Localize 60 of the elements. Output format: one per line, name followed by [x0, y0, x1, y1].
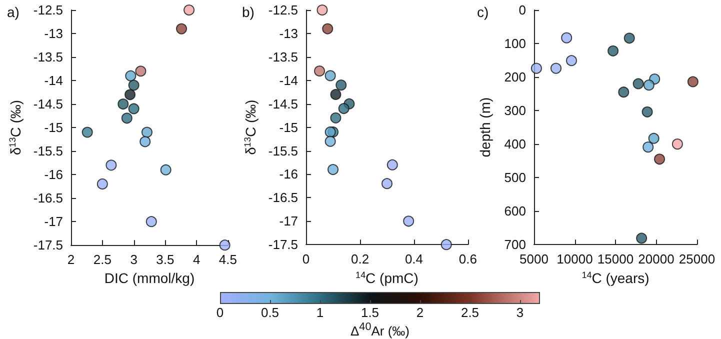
chart-title: b)	[242, 4, 254, 20]
x-tick-label: 3	[130, 252, 138, 268]
x-tick-label: 0.2	[350, 252, 370, 267]
y-tick-label: 700	[504, 237, 526, 252]
color-bar-label: 0.5	[260, 305, 280, 320]
y-tick-label: -17.5	[33, 238, 64, 253]
y-axis-title: depth (m)	[477, 97, 493, 158]
y-tick-label: -16	[44, 167, 64, 182]
x-tick-label: 25000	[678, 252, 716, 267]
x-tick-label: 10000	[556, 252, 593, 267]
y-tick-label: -12.5	[268, 2, 298, 18]
y-tick-label: 100	[504, 36, 526, 52]
y-tick-label: 600	[504, 204, 526, 219]
y-tick-label: -13	[44, 26, 64, 42]
x-tick-label: 0.4	[404, 252, 424, 267]
y-tick-label: -17	[279, 214, 298, 229]
y-tick-label: 200	[504, 70, 526, 85]
chart-title: a)	[7, 4, 20, 20]
color-bar-label: 1.5	[360, 305, 380, 320]
x-tick-label: 15000	[597, 252, 634, 267]
y-tick-label: -13	[279, 26, 298, 41]
y-tick-label: 0	[518, 2, 526, 18]
y-tick-label: -16.5	[33, 190, 64, 206]
x-tick-label: 0.6	[458, 252, 478, 267]
y-tick-label: -16.5	[268, 190, 298, 206]
y-tick-label: -13.5	[268, 49, 298, 64]
y-tick-label: 300	[504, 103, 526, 118]
x-tick-label: 4	[192, 252, 200, 268]
y-tick-label: -17	[44, 214, 64, 230]
chart-title: c)	[477, 4, 489, 20]
x-tick-label: 5000	[520, 252, 548, 267]
x-tick-label: 3.5	[156, 252, 174, 268]
color-bar-title: Δ$^{40}$Ar (‰)	[350, 321, 410, 338]
y-tick-label: -16	[279, 166, 298, 182]
color-bar-label: 2.5	[460, 305, 480, 320]
y-tick-label: -15	[279, 120, 298, 135]
y-tick-label: -15.5	[33, 144, 64, 159]
x-axis-title: DIC (mmol/kg)	[104, 270, 195, 286]
y-axis-title: δ13C (‰)	[242, 100, 258, 155]
y-tick-label: -14	[279, 72, 298, 88]
color-bar-label: 3	[516, 305, 524, 320]
y-tick-label: -17.5	[268, 237, 298, 252]
x-tick-label: 20000	[638, 252, 674, 267]
x-tick-label: 0	[302, 252, 310, 267]
y-tick-label: -14.5	[268, 96, 298, 112]
y-tick-label: -15.5	[268, 143, 298, 158]
color-bar-label: 1	[316, 305, 324, 320]
y-tick-label: -14	[44, 73, 64, 88]
y-tick-label: -15	[44, 120, 64, 136]
color-bar-label: 0	[216, 305, 224, 320]
color-bar-label: 2	[416, 305, 424, 320]
y-tick-label: 400	[504, 136, 526, 152]
y-tick-label: -12.5	[33, 2, 64, 18]
x-tick-label: 4.5	[218, 252, 238, 268]
y-tick-label: 500	[504, 170, 526, 186]
x-tick-label: 2.5	[93, 252, 112, 268]
y-tick-label: -14.5	[33, 96, 64, 112]
y-tick-label: -13.5	[33, 50, 64, 65]
y-axis-title: δ13C (‰)	[8, 100, 24, 156]
x-tick-label: 2	[67, 252, 75, 268]
